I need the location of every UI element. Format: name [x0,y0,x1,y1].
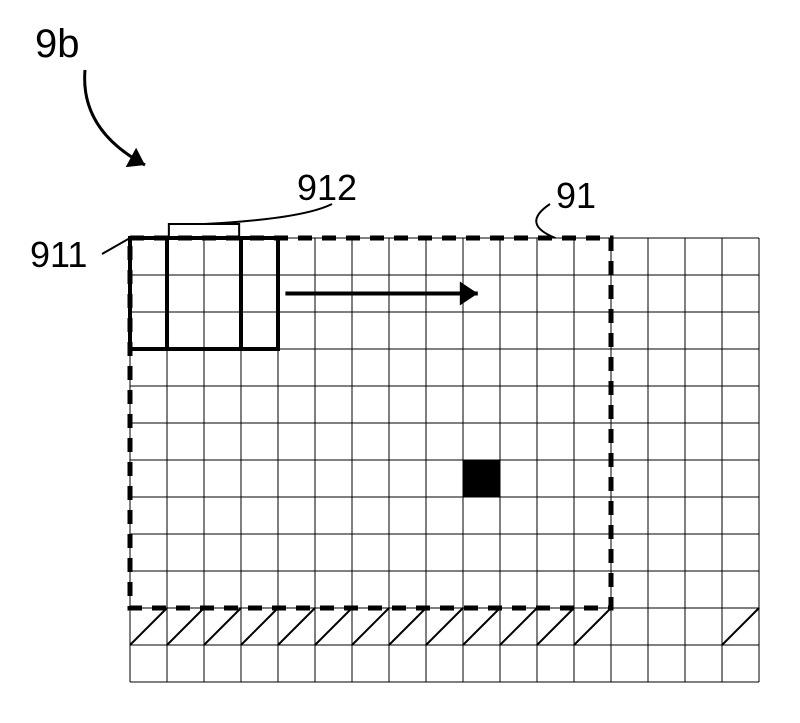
grid [130,238,759,682]
block-912 [167,238,278,349]
leader-91 [536,204,555,238]
block-911 [130,238,241,349]
filled-cell [463,460,500,497]
leader-911 [102,238,130,254]
leader-912 [204,204,332,224]
leader-9b-head [126,148,145,167]
scan-arrow-head [460,282,478,306]
diagram-svg [0,0,800,723]
hatched-row [130,608,759,645]
